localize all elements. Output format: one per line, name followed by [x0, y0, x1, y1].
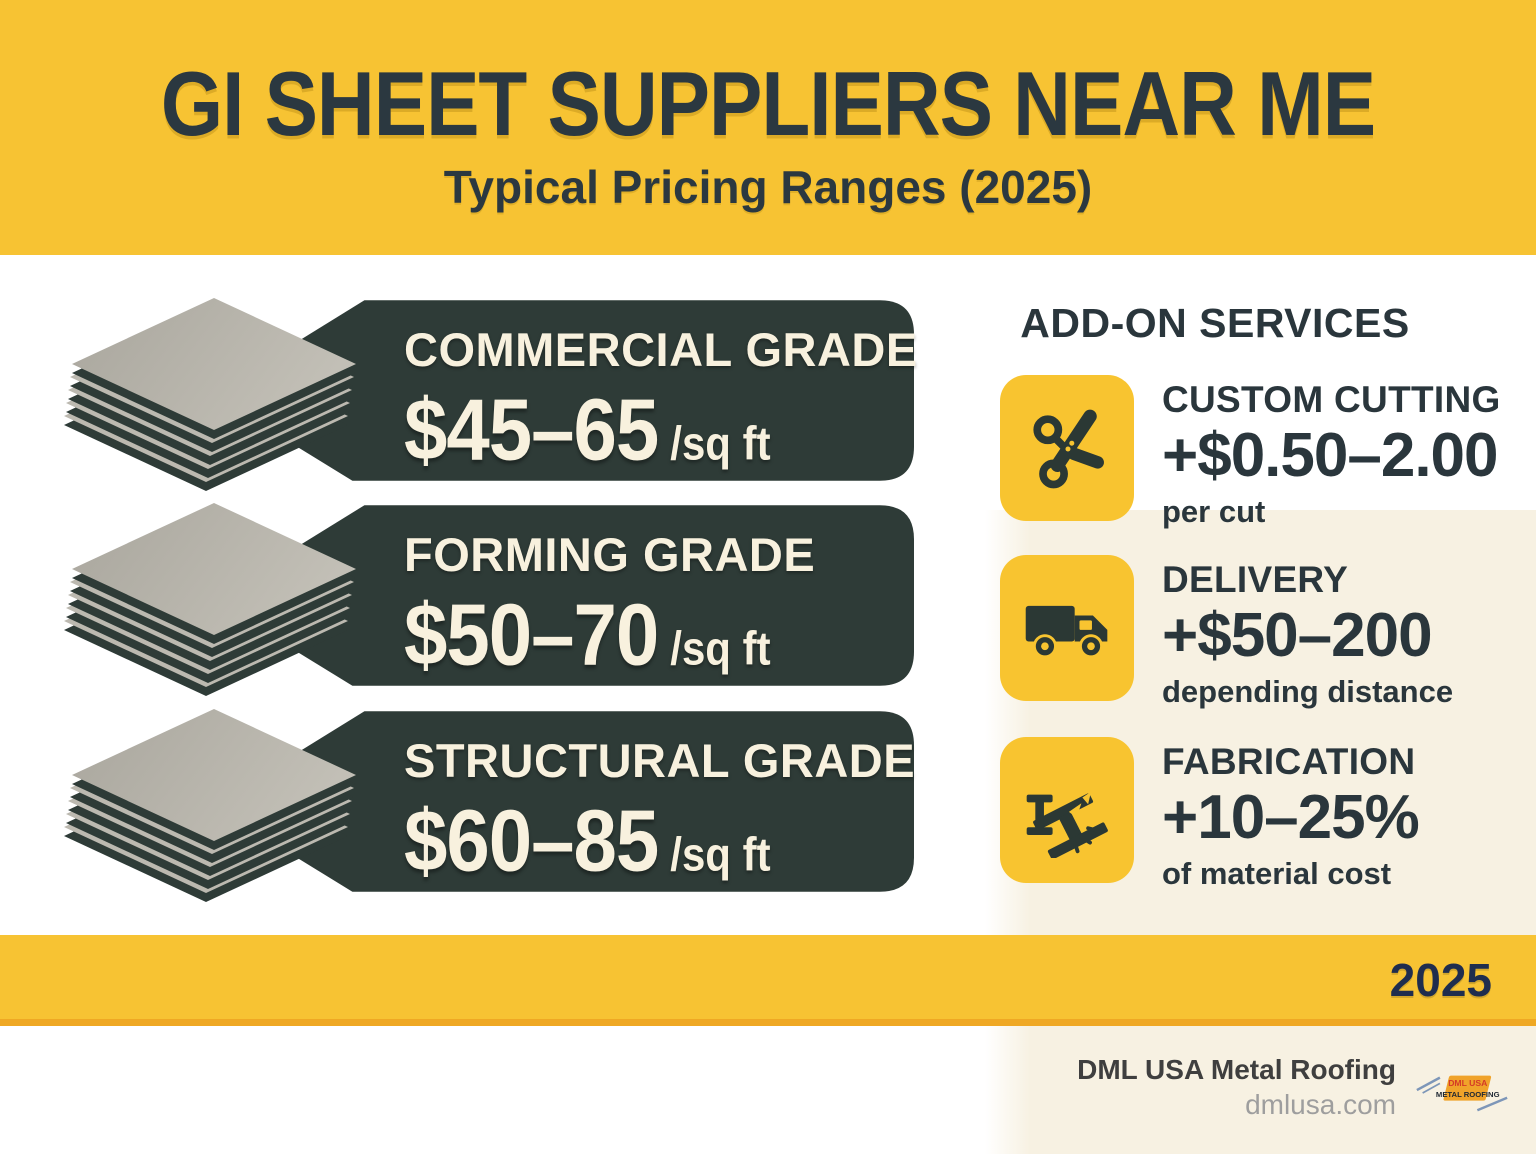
- website-link[interactable]: dmlusa.com: [1245, 1089, 1396, 1120]
- grade-name: STRUCTURAL GRADE: [404, 734, 916, 787]
- sheet-stack-icon: [64, 292, 364, 492]
- addon-price: +$50–200: [1162, 601, 1433, 670]
- grade-price: $50–70: [404, 585, 659, 685]
- addon-note: per cut: [1162, 494, 1266, 530]
- addon-tile: [1000, 737, 1134, 883]
- addon-item-custom-cutting: CUSTOM CUTTING +$0.50–2.00 per cut: [1000, 375, 1501, 530]
- ibeam-icon: [1026, 791, 1108, 858]
- grade-row: COMMERCIAL GRADE $45–65/sq ft: [404, 322, 918, 479]
- grade-name: FORMING GRADE: [404, 528, 816, 581]
- addon-price: +$0.50–2.00: [1162, 421, 1499, 490]
- truck-icon: [1025, 605, 1108, 659]
- grade-row: STRUCTURAL GRADE $60–85/sq ft: [404, 733, 916, 890]
- company-logo-icon: DML USA METAL ROOFING: [1416, 1075, 1508, 1112]
- grade-unit: /sq ft: [670, 622, 771, 676]
- addon-name: FABRICATION: [1162, 741, 1416, 782]
- addon-item-fabrication: FABRICATION +10–25% of material cost: [1000, 737, 1420, 892]
- footer-band: 2025: [0, 935, 1536, 1026]
- logo-line1: DML USA: [1448, 1078, 1487, 1088]
- addon-price: +10–25%: [1162, 783, 1420, 852]
- grade-name: COMMERCIAL GRADE: [404, 323, 918, 376]
- sheet-stack-icon: [64, 497, 364, 697]
- addon-note: depending distance: [1162, 674, 1454, 710]
- addon-name: DELIVERY: [1162, 559, 1349, 600]
- sheet-stack-icon: [64, 703, 364, 903]
- grade-price: $60–85: [404, 791, 659, 891]
- grade-row: FORMING GRADE $50–70/sq ft: [404, 527, 816, 684]
- grade-unit: /sq ft: [670, 828, 771, 882]
- branding: DML USA Metal Roofing dmlusa.com: [1077, 1052, 1396, 1122]
- company-name: DML USA Metal Roofing: [1077, 1054, 1396, 1085]
- footer-year: 2025: [1389, 954, 1492, 1006]
- grade-unit: /sq ft: [670, 417, 771, 471]
- scissors-icon: [1033, 409, 1104, 489]
- header-band: GI SHEET SUPPLIERS NEAR ME Typical Prici…: [0, 0, 1536, 255]
- addons-heading: ADD-ON SERVICES: [1020, 300, 1410, 346]
- logo-line2: METAL ROOFING: [1436, 1090, 1500, 1099]
- addon-name: CUSTOM CUTTING: [1162, 379, 1501, 420]
- addon-tile: [1000, 555, 1134, 701]
- page-subtitle: Typical Pricing Ranges (2025): [443, 161, 1093, 213]
- addon-tile: [1000, 375, 1134, 521]
- addon-item-delivery: DELIVERY +$50–200 depending distance: [1000, 555, 1453, 710]
- addon-note: of material cost: [1162, 856, 1392, 892]
- page-title: GI SHEET SUPPLIERS NEAR ME: [160, 53, 1376, 155]
- grade-price: $45–65: [404, 380, 659, 480]
